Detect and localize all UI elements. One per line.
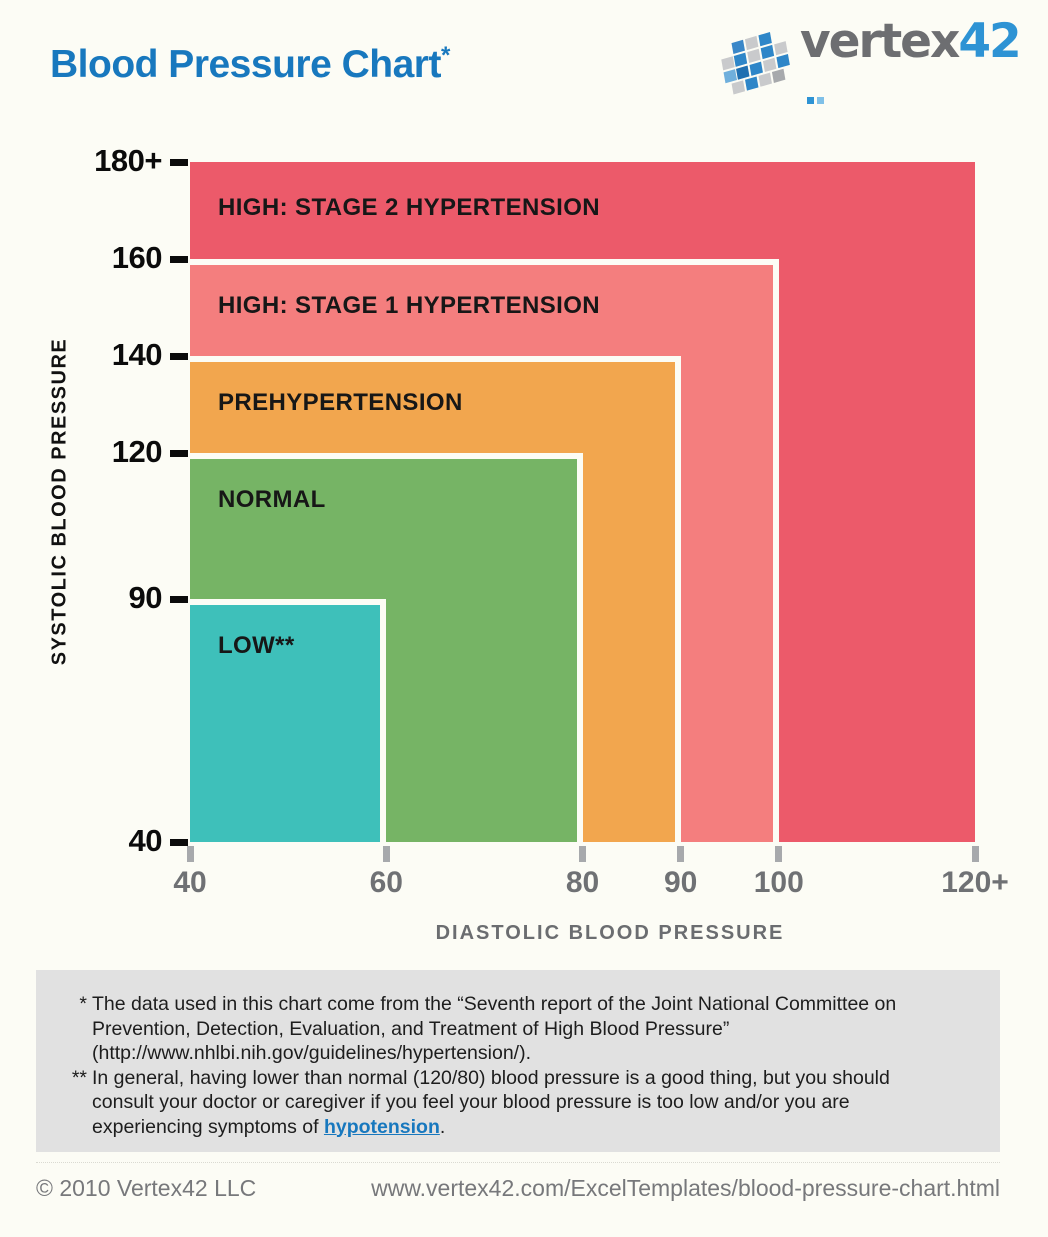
x-tick-mark: [775, 846, 783, 862]
zone-label: HIGH: STAGE 2 HYPERTENSION: [218, 194, 601, 221]
footnotes-box: * The data used in this chart come from …: [36, 970, 1000, 1152]
zone-label: LOW**: [218, 632, 295, 660]
vertex42-logo: vertex42: [712, 18, 1022, 104]
page-title: Blood Pressure Chart*: [50, 42, 450, 87]
footnote-2-line-2: consult your doctor or caregiver if you …: [92, 1091, 850, 1113]
wordmark-vertex: vertex: [800, 14, 960, 69]
x-tick-mark: [971, 846, 979, 862]
zone-label: NORMAL: [218, 486, 326, 514]
x-tick-mark: [382, 846, 390, 862]
page-title-text: Blood Pressure Chart: [50, 43, 441, 86]
y-tick-mark: [170, 158, 188, 166]
zone-label: HIGH: STAGE 1 HYPERTENSION: [218, 292, 601, 320]
y-tick-mark: [170, 352, 188, 360]
x-tick-label: 100: [753, 866, 804, 899]
y-tick-mark: [170, 595, 188, 603]
x-axis-title: DIASTOLIC BLOOD PRESSURE: [435, 922, 785, 944]
footnote-2-line-3-suffix: .: [439, 1115, 446, 1138]
footer-url: www.vertex42.com/ExcelTemplates/blood-pr…: [371, 1175, 1000, 1201]
footnote-1-line-3: (http://www.nhlbi.nih.gov/guidelines/hyp…: [92, 1042, 531, 1064]
wordmark-42: 42: [958, 14, 1021, 69]
x-tick-label: 80: [565, 866, 600, 899]
wordmark-dots-icon: [804, 65, 824, 112]
y-tick-label: 90: [128, 580, 163, 616]
y-tick-label: 180+: [94, 143, 162, 178]
title-footnote-marker: *: [440, 42, 450, 69]
y-tick-label: 140: [111, 337, 163, 373]
footnote-2: ** In general, having lower than normal …: [52, 1066, 980, 1140]
footnote-2-line-3: experiencing symptoms of hypotension.: [92, 1115, 890, 1140]
footnote-2-line-1: In general, having lower than normal (12…: [92, 1066, 890, 1089]
hypotension-link[interactable]: hypotension: [323, 1115, 440, 1138]
x-tick-label: 40: [173, 866, 207, 899]
y-tick-label: 40: [128, 823, 163, 858]
y-tick-label: 160: [111, 240, 163, 276]
y-tick-mark: [170, 449, 188, 457]
x-tick-label: 60: [369, 866, 403, 899]
copyright-text: © 2010 Vertex42 LLC: [36, 1175, 257, 1201]
footnote-2-line-3-prefix: experiencing symptoms of: [92, 1115, 324, 1138]
footnote-1-marker: *: [79, 993, 87, 1015]
footnote-2-text: In general, having lower than normal (12…: [92, 1066, 890, 1140]
vertex42-wordmark: vertex42: [800, 18, 1022, 112]
footnote-1-line-1: The data used in this chart come from th…: [92, 993, 897, 1015]
footnote-2-marker: **: [71, 1066, 87, 1089]
x-tick-label: 120+: [941, 866, 1009, 899]
page-footer: © 2010 Vertex42 LLC www.vertex42.com/Exc…: [36, 1162, 1000, 1202]
y-tick-mark: [170, 838, 188, 846]
zone-low: LOW**: [190, 599, 387, 842]
x-tick-label: 90: [663, 866, 698, 899]
vertex42-mosaic-icon: [721, 32, 790, 95]
x-tick-mark: [579, 846, 586, 862]
x-tick-mark: [677, 846, 685, 862]
y-tick-mark: [170, 255, 188, 263]
y-tick-label: 120: [111, 434, 163, 470]
x-tick-mark: [186, 846, 194, 862]
footnote-1-line-2: Prevention, Detection, Evaluation, and T…: [92, 1017, 730, 1040]
footnote-1-text: The data used in this chart come from th…: [92, 992, 896, 1066]
zone-label: PREHYPERTENSION: [218, 389, 463, 417]
footnote-1: * The data used in this chart come from …: [52, 992, 980, 1066]
